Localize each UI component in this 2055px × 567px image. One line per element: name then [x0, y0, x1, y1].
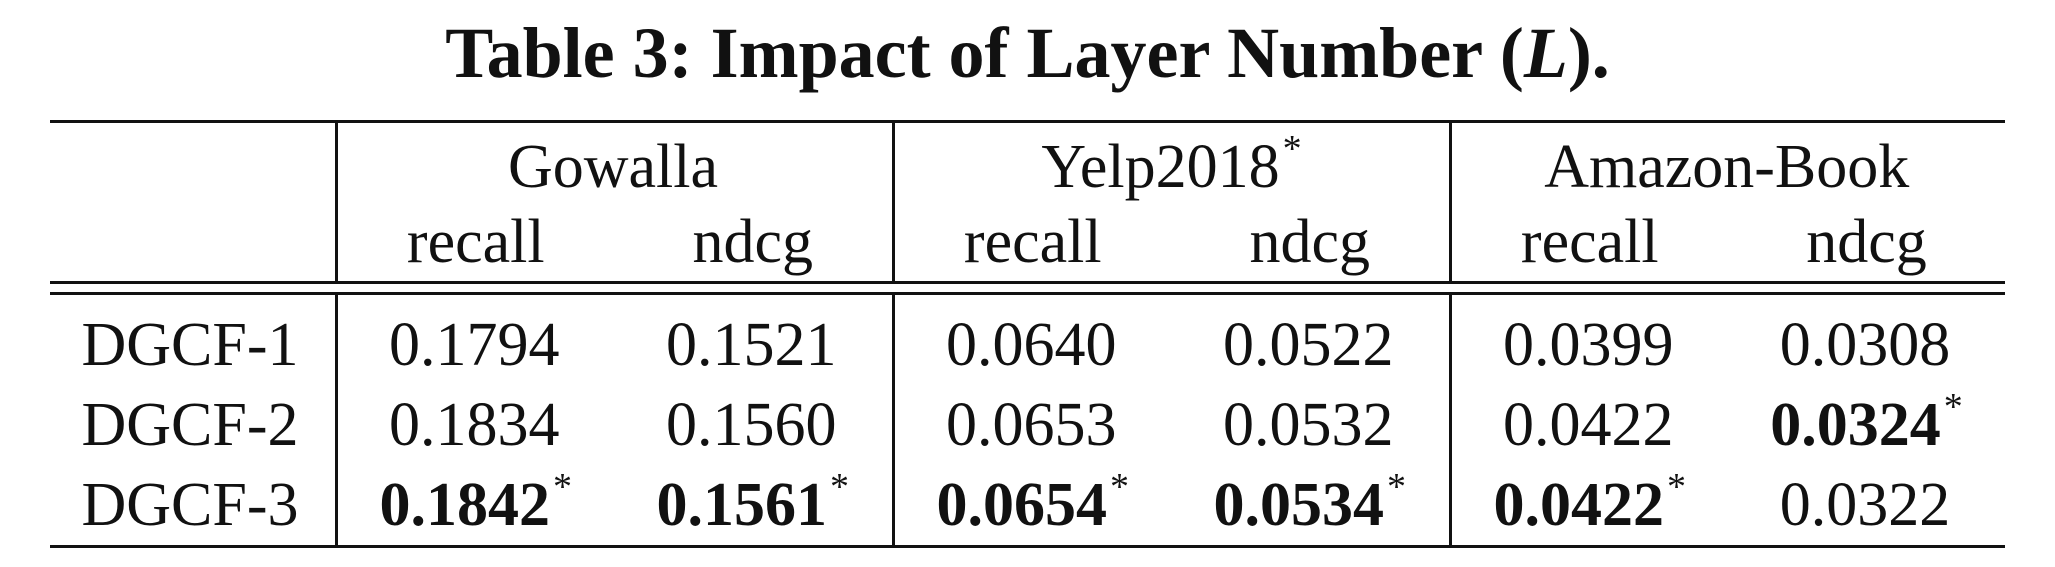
results-table: Gowalla Yelp2018* Amazon-Book recall ndc… [50, 120, 2005, 549]
value-cell: 0.1834 [334, 385, 614, 465]
significance-marker: * [553, 465, 572, 508]
table-row: DGCF-2 0.1834 0.1560 0.0653 0.0532 0.042… [50, 385, 2005, 465]
significance-marker: * [1387, 465, 1406, 508]
cell-value: 0.1561 [656, 470, 828, 539]
cell-value: 0.1842 [379, 470, 551, 539]
cell-value: 0.0324 [1770, 390, 1941, 459]
value-cell: 0.0522 [1171, 305, 1450, 385]
metric-header: recall [891, 203, 1171, 283]
table-caption: Table 3: Impact of Layer Number (L). [0, 8, 2055, 98]
corner-cell [50, 203, 336, 283]
cell-value: 0.0422 [1493, 470, 1665, 539]
value-cell: 0.0308 [1728, 305, 2005, 385]
value-cell: 0.1794 [334, 305, 614, 385]
significance-marker: * [830, 465, 849, 508]
value-cell: 0.0324* [1728, 385, 2005, 465]
cell-value: 0.0532 [1223, 390, 1394, 459]
value-cell: 0.1842* [334, 465, 614, 547]
cell-value: 0.0654 [936, 470, 1108, 539]
value-cell: 0.0653 [891, 385, 1171, 465]
metric-header-row: recall ndcg recall ndcg recall ndcg [50, 203, 2005, 283]
cell-value: 0.1560 [666, 390, 837, 459]
metric-header: ndcg [692, 207, 814, 276]
row-label: DGCF-1 [81, 310, 299, 379]
value-cell: 0.0654* [891, 465, 1171, 547]
cell-value: 0.1794 [389, 310, 560, 379]
value-cell: 0.1521 [614, 305, 893, 385]
caption-suffix: ). [1567, 13, 1610, 93]
cell-value: 0.0322 [1779, 470, 1951, 539]
caption-prefix: Table 3: Impact of Layer Number ( [445, 13, 1524, 93]
table-row: DGCF-1 0.1794 0.1521 0.0640 0.0522 0.039… [50, 305, 2005, 385]
value-cell: 0.0534* [1171, 465, 1450, 547]
dataset-header-yelp2018: Yelp2018* [891, 123, 1450, 203]
cell-value: 0.0522 [1223, 310, 1394, 379]
caption-variable: L [1523, 13, 1568, 93]
value-cell: 0.1561* [614, 465, 893, 547]
corner-cell [50, 123, 336, 203]
table-row: DGCF-3 0.1842* 0.1561* 0.0654* 0.0534* 0… [50, 465, 2005, 547]
significance-marker: * [1943, 385, 1963, 428]
value-cell: 0.0422 [1448, 385, 1728, 465]
row-label: DGCF-2 [81, 390, 299, 459]
cell-value: 0.0308 [1779, 310, 1951, 379]
significance-marker: * [1110, 465, 1129, 508]
dataset-header-row: Gowalla Yelp2018* Amazon-Book [50, 123, 2005, 203]
value-cell: 0.0422* [1448, 465, 1728, 547]
cell-value: 0.0534 [1213, 470, 1385, 539]
value-cell: 0.0640 [891, 305, 1171, 385]
metric-header: ndcg [1249, 207, 1371, 276]
dataset-header-gowalla: Gowalla [334, 123, 893, 203]
value-cell: 0.0399 [1448, 305, 1728, 385]
cell-value: 0.0422 [1503, 390, 1674, 459]
double-rule [50, 281, 2005, 295]
row-label: DGCF-3 [81, 470, 299, 539]
metric-header: recall [334, 203, 614, 283]
significance-marker: * [1667, 465, 1686, 508]
value-cell: 0.0532 [1171, 385, 1450, 465]
cell-value: 0.0653 [946, 390, 1117, 459]
value-cell: 0.0322 [1728, 465, 2005, 547]
metric-header: recall [1448, 203, 1728, 283]
cell-value: 0.1834 [389, 390, 560, 459]
spacer-row [50, 293, 2005, 305]
dataset-header-amazon-book: Amazon-Book [1448, 123, 2005, 203]
top-rule [50, 120, 2005, 124]
metric-header: ndcg [1806, 207, 1927, 276]
cell-value: 0.1521 [666, 310, 837, 379]
cell-value: 0.0399 [1503, 310, 1674, 379]
cell-value: 0.0640 [946, 310, 1117, 379]
bottom-rule [50, 545, 2005, 549]
value-cell: 0.1560 [614, 385, 893, 465]
